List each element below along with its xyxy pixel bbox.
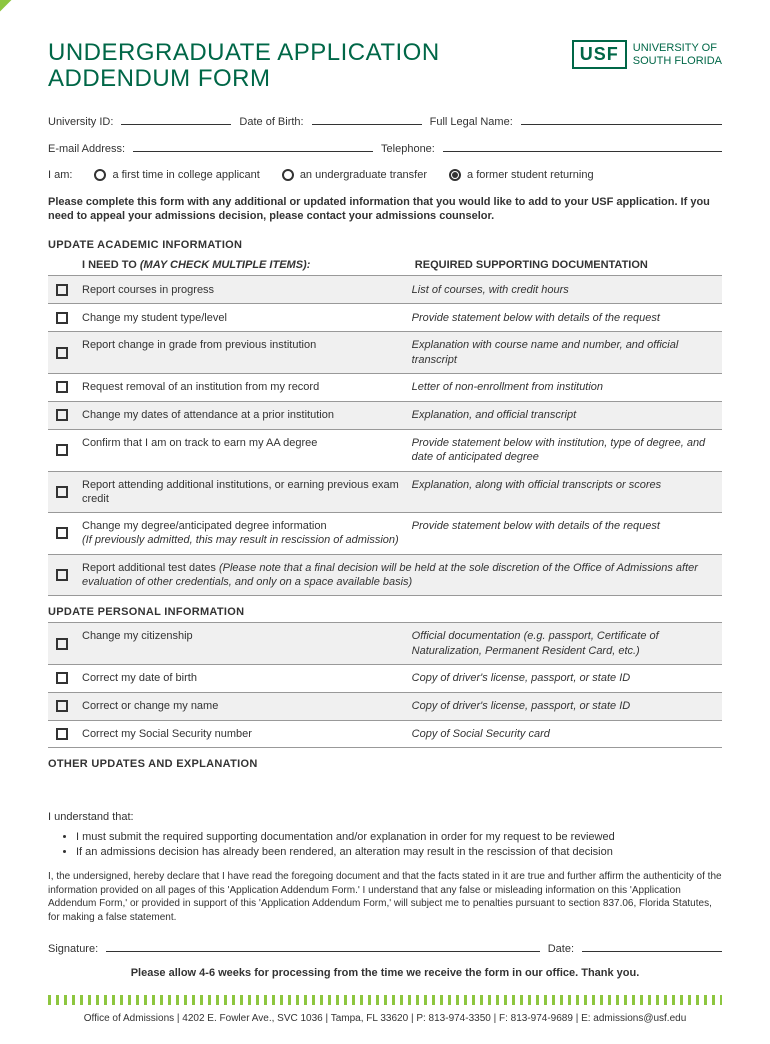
label-full-name: Full Legal Name: xyxy=(430,116,513,128)
radio-returning-label: a former student returning xyxy=(467,169,594,181)
radio-first-time-label: a first time in college applicant xyxy=(112,169,259,181)
header-need-to-note: (MAY CHECK MULTIPLE ITEMS): xyxy=(140,259,311,271)
row-documentation: Provide statement below with details of … xyxy=(412,311,716,325)
section-personal-title: UPDATE PERSONAL INFORMATION xyxy=(48,606,722,618)
checkbox[interactable] xyxy=(56,347,68,359)
footer-text: Office of Admissions | 4202 E. Fowler Av… xyxy=(48,1013,722,1024)
table-row: Confirm that I am on track to earn my AA… xyxy=(48,429,722,471)
usf-logo: USF UNIVERSITY OF SOUTH FLORIDA xyxy=(572,40,722,69)
row-full-text: Report additional test dates (Please not… xyxy=(82,561,716,590)
section-academic-title: UPDATE ACADEMIC INFORMATION xyxy=(48,239,722,251)
table-row: Change my degree/anticipated degree info… xyxy=(48,512,722,554)
row-documentation: Explanation, along with official transcr… xyxy=(412,478,716,507)
header-required-docs: REQUIRED SUPPORTING DOCUMENTATION xyxy=(415,259,722,271)
input-telephone[interactable] xyxy=(443,138,722,152)
closing-text: Please allow 4-6 weeks for processing fr… xyxy=(48,967,722,979)
label-iam: I am: xyxy=(48,169,72,181)
checkbox[interactable] xyxy=(56,728,68,740)
row-documentation: Explanation, and official transcript xyxy=(412,408,716,422)
row-action: Report change in grade from previous ins… xyxy=(82,338,412,367)
label-telephone: Telephone: xyxy=(381,143,435,155)
table-row: Change my citizenshipOfficial documentat… xyxy=(48,622,722,664)
table-row: Correct my date of birthCopy of driver's… xyxy=(48,664,722,692)
table-row: Correct my Social Security numberCopy of… xyxy=(48,720,722,748)
input-signature[interactable] xyxy=(106,938,540,952)
table-row: Report courses in progressList of course… xyxy=(48,275,722,303)
row-action: Correct my date of birth xyxy=(82,671,412,685)
input-full-name[interactable] xyxy=(521,111,722,125)
input-dob[interactable] xyxy=(312,111,422,125)
row-documentation: Copy of Social Security card xyxy=(412,727,716,741)
instruction-text: Please complete this form with any addit… xyxy=(48,195,722,224)
label-email: E-mail Address: xyxy=(48,143,125,155)
section-other-title: OTHER UPDATES AND EXPLANATION xyxy=(48,758,722,770)
understand-bullet-2: If an admissions decision has already be… xyxy=(76,845,722,860)
footer-decoration xyxy=(48,995,722,1005)
understand-bullet-1: I must submit the required supporting do… xyxy=(76,830,722,845)
label-date: Date: xyxy=(548,943,574,955)
row-action: Change my degree/anticipated degree info… xyxy=(82,519,412,548)
personal-table: Change my citizenshipOfficial documentat… xyxy=(48,622,722,748)
table-row: Request removal of an institution from m… xyxy=(48,373,722,401)
radio-first-time[interactable] xyxy=(94,169,106,181)
logo-line2: SOUTH FLORIDA xyxy=(633,55,722,67)
table-row: Correct or change my nameCopy of driver'… xyxy=(48,692,722,720)
row-action: Request removal of an institution from m… xyxy=(82,380,412,394)
label-dob: Date of Birth: xyxy=(239,116,303,128)
table-row: Change my dates of attendance at a prior… xyxy=(48,401,722,429)
logo-line1: UNIVERSITY OF xyxy=(633,42,722,54)
checkbox[interactable] xyxy=(56,569,68,581)
row-action: Report courses in progress xyxy=(82,283,412,297)
checkbox[interactable] xyxy=(56,312,68,324)
checkbox[interactable] xyxy=(56,638,68,650)
input-email[interactable] xyxy=(133,138,373,152)
checkbox[interactable] xyxy=(56,527,68,539)
row-documentation: Letter of non-enrollment from institutio… xyxy=(412,380,716,394)
row-action: Change my student type/level xyxy=(82,311,412,325)
row-documentation: Official documentation (e.g. passport, C… xyxy=(412,629,716,658)
row-documentation: Copy of driver's license, passport, or s… xyxy=(412,671,716,685)
checkbox[interactable] xyxy=(56,444,68,456)
logo-abbr: USF xyxy=(572,40,627,69)
input-university-id[interactable] xyxy=(121,111,231,125)
checkbox[interactable] xyxy=(56,284,68,296)
table-row: Report change in grade from previous ins… xyxy=(48,331,722,373)
row-action: Change my dates of attendance at a prior… xyxy=(82,408,412,422)
row-documentation: Provide statement below with details of … xyxy=(412,519,716,548)
label-signature: Signature: xyxy=(48,943,98,955)
understand-intro: I understand that: xyxy=(48,810,722,825)
row-documentation: Provide statement below with institution… xyxy=(412,436,716,465)
table-row: Report additional test dates (Please not… xyxy=(48,554,722,597)
radio-returning[interactable] xyxy=(449,169,461,181)
row-action: Correct or change my name xyxy=(82,699,412,713)
row-documentation: List of courses, with credit hours xyxy=(412,283,716,297)
checkbox[interactable] xyxy=(56,409,68,421)
checkbox[interactable] xyxy=(56,672,68,684)
academic-table: Report courses in progressList of course… xyxy=(48,275,722,596)
row-action: Correct my Social Security number xyxy=(82,727,412,741)
input-date[interactable] xyxy=(582,938,722,952)
row-action: Change my citizenship xyxy=(82,629,412,658)
row-documentation: Copy of driver's license, passport, or s… xyxy=(412,699,716,713)
checkbox[interactable] xyxy=(56,486,68,498)
table-row: Report attending additional institutions… xyxy=(48,471,722,513)
row-action: Report attending additional institutions… xyxy=(82,478,412,507)
header-need-to: I NEED TO xyxy=(82,259,140,271)
radio-transfer-label: an undergraduate transfer xyxy=(300,169,427,181)
checkbox[interactable] xyxy=(56,700,68,712)
declaration-text: I, the undersigned, hereby declare that … xyxy=(48,870,722,924)
radio-transfer[interactable] xyxy=(282,169,294,181)
row-documentation: Explanation with course name and number,… xyxy=(412,338,716,367)
label-university-id: University ID: xyxy=(48,116,113,128)
checkbox[interactable] xyxy=(56,381,68,393)
table-row: Change my student type/levelProvide stat… xyxy=(48,303,722,331)
corner-decoration xyxy=(0,0,160,100)
row-action: Confirm that I am on track to earn my AA… xyxy=(82,436,412,465)
